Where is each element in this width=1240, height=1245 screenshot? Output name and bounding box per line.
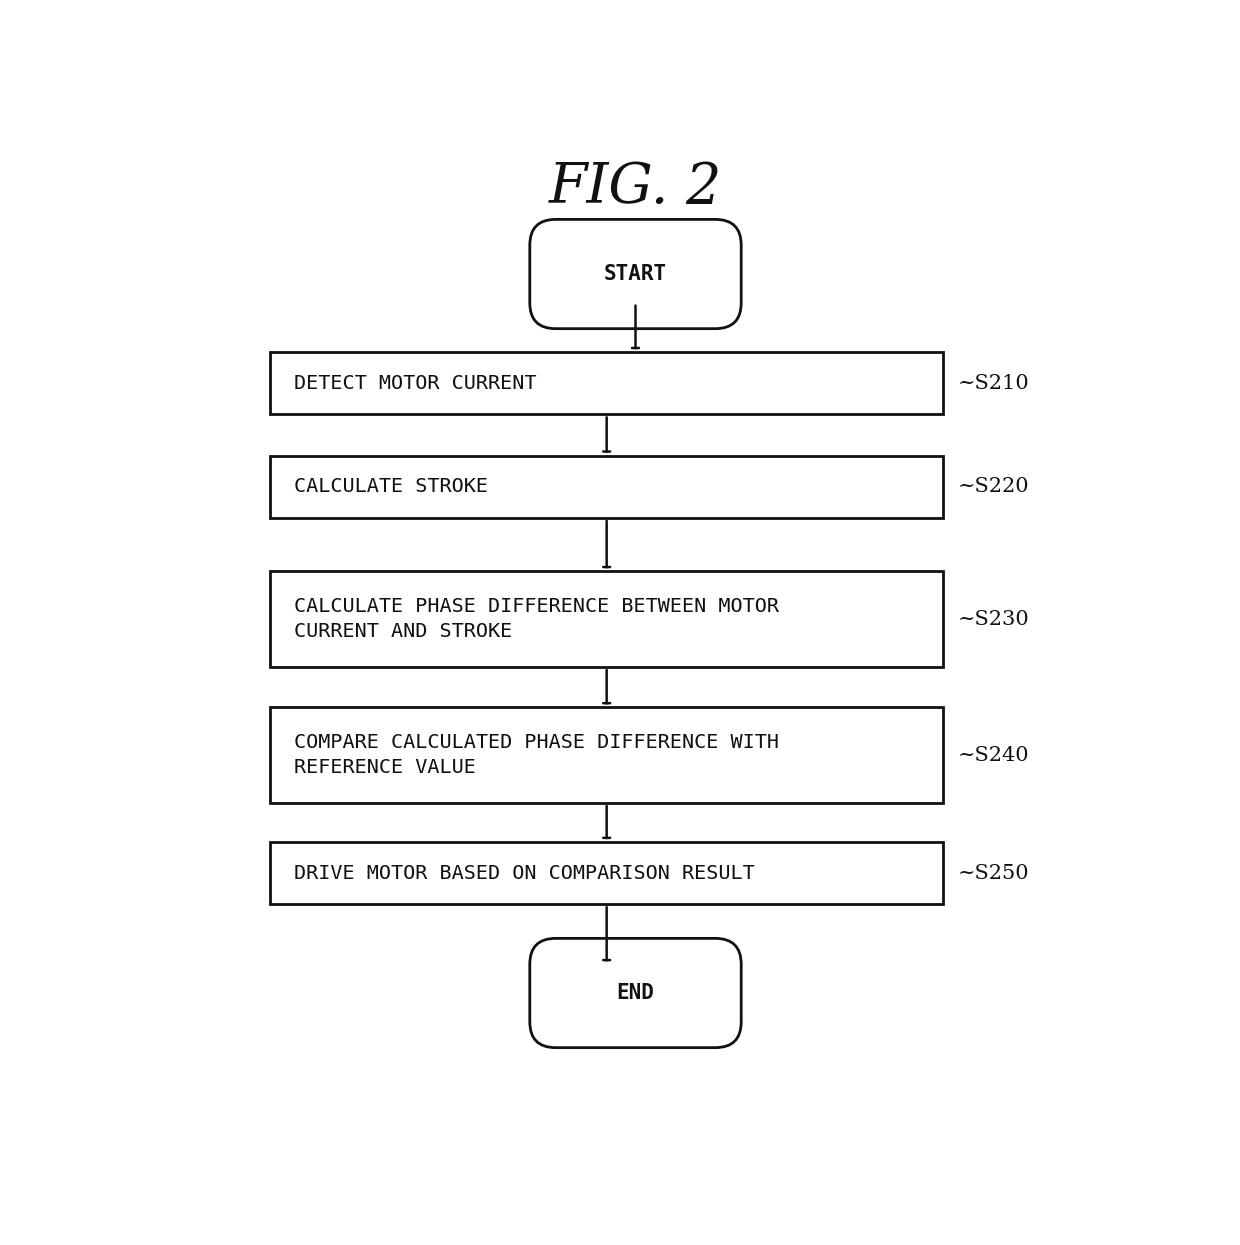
- Text: ~S210: ~S210: [957, 374, 1029, 393]
- FancyBboxPatch shape: [529, 939, 742, 1047]
- Bar: [270, 571, 942, 667]
- Text: ~S250: ~S250: [957, 864, 1029, 883]
- Text: CALCULATE STROKE: CALCULATE STROKE: [294, 477, 489, 497]
- FancyBboxPatch shape: [529, 219, 742, 329]
- Text: DRIVE MOTOR BASED ON COMPARISON RESULT: DRIVE MOTOR BASED ON COMPARISON RESULT: [294, 864, 755, 883]
- Text: FIG. 2: FIG. 2: [549, 161, 722, 215]
- Bar: [270, 842, 942, 904]
- Bar: [270, 456, 942, 518]
- Bar: [270, 352, 942, 415]
- Text: CALCULATE PHASE DIFFERENCE BETWEEN MOTOR
CURRENT AND STROKE: CALCULATE PHASE DIFFERENCE BETWEEN MOTOR…: [294, 598, 780, 641]
- Text: DETECT MOTOR CURRENT: DETECT MOTOR CURRENT: [294, 374, 537, 393]
- Text: ~S240: ~S240: [957, 746, 1029, 764]
- Text: ~S220: ~S220: [957, 477, 1029, 497]
- Text: COMPARE CALCULATED PHASE DIFFERENCE WITH
REFERENCE VALUE: COMPARE CALCULATED PHASE DIFFERENCE WITH…: [294, 733, 780, 777]
- Text: START: START: [604, 264, 667, 284]
- Text: ~S230: ~S230: [957, 610, 1029, 629]
- Text: END: END: [616, 984, 655, 1003]
- Bar: [270, 707, 942, 803]
